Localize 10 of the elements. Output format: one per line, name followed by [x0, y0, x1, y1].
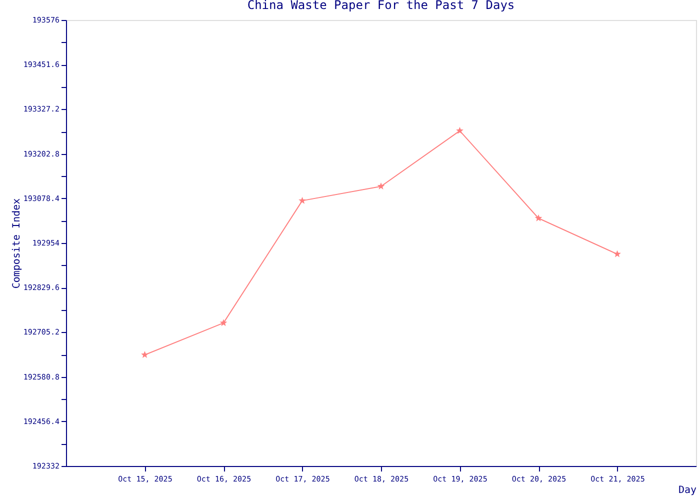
chart-title: China Waste Paper For the Past 7 Days — [247, 0, 515, 12]
y-axis-title: Composite Index — [11, 198, 22, 289]
point — [377, 182, 385, 190]
point — [141, 350, 148, 358]
point — [614, 250, 621, 258]
point — [298, 196, 306, 204]
point — [220, 319, 228, 326]
point — [456, 126, 464, 134]
point — [534, 214, 542, 222]
x-axis-title: Day — [678, 485, 696, 496]
